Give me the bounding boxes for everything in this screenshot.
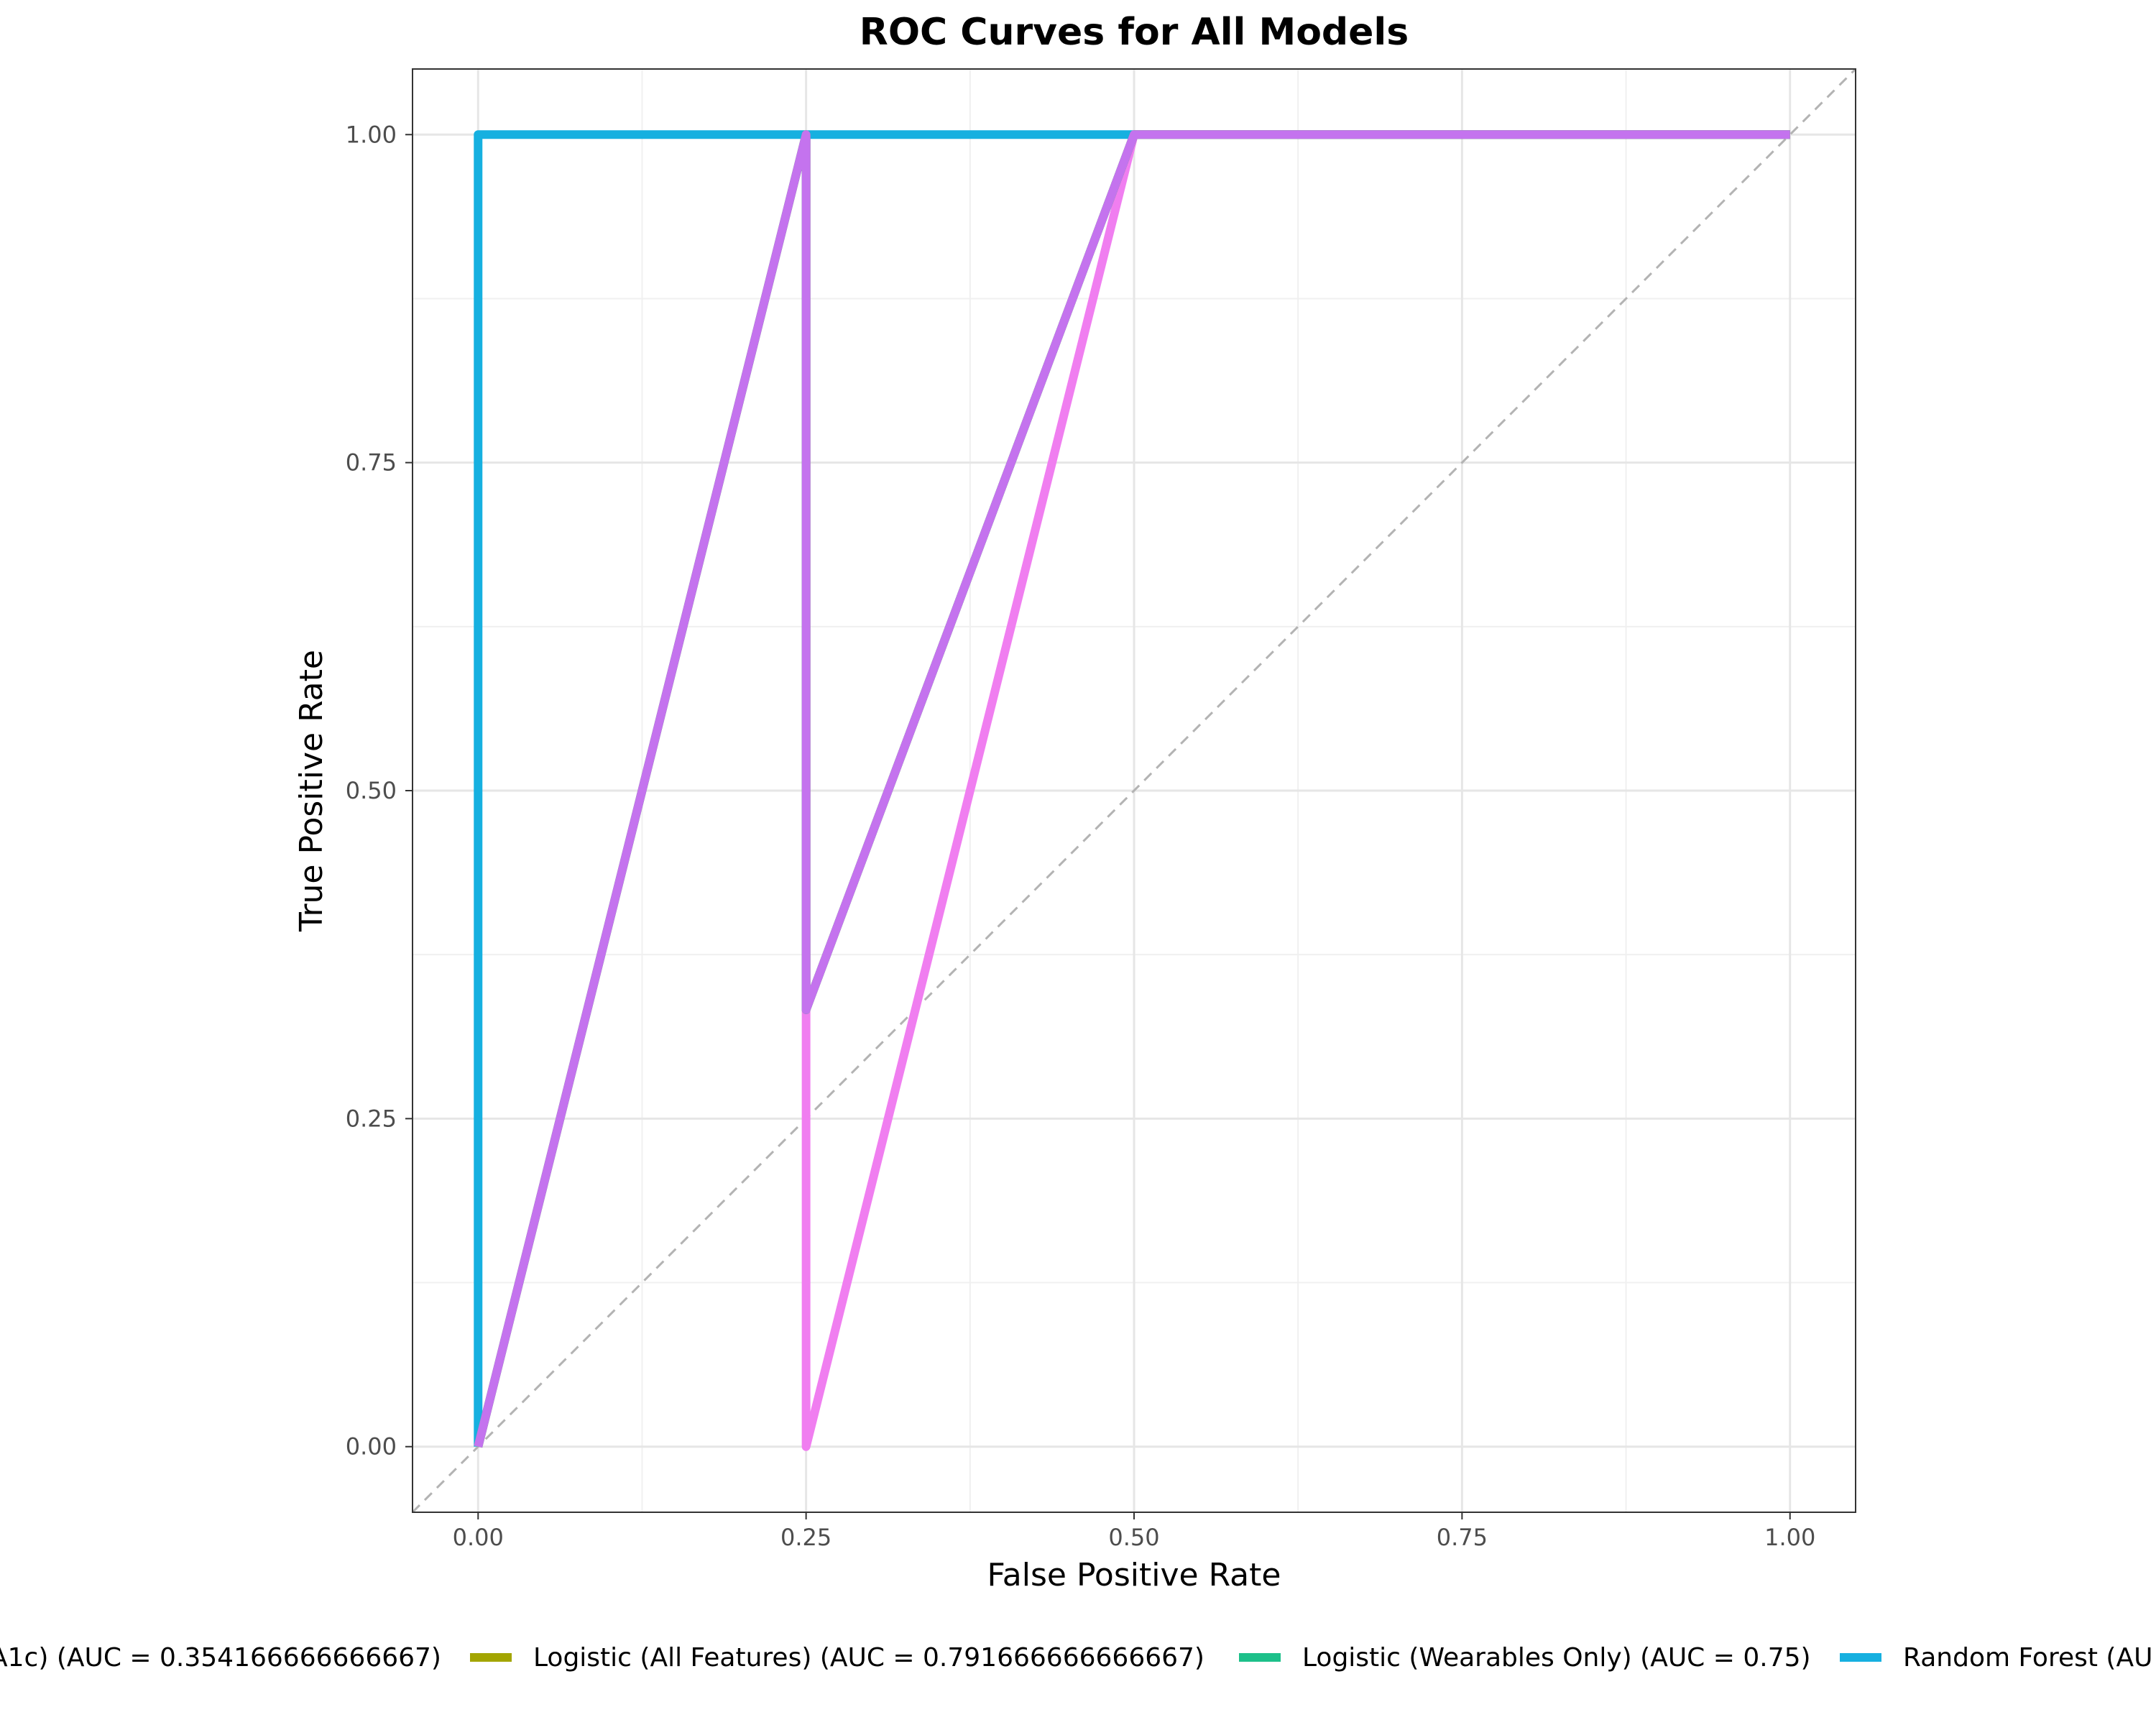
x-tick-label-1: 0.25: [780, 1524, 831, 1551]
y-tick-label-1: 0.25: [346, 1105, 397, 1132]
x-tick-label-4: 1.00: [1764, 1524, 1815, 1551]
series-line-4: [474, 130, 1790, 1448]
x-axis: 0.00 0.25 0.50 0.75 1.00: [453, 1512, 1815, 1551]
legend-label-0: A1c) (AUC = 0.354166666666667): [0, 1643, 441, 1673]
x-tick-label-3: 0.75: [1437, 1524, 1488, 1551]
legend-label-3: Random Forest (AU: [1903, 1643, 2152, 1673]
series-line-3: [474, 130, 1134, 1447]
y-axis: 0.00 0.25 0.50 0.75 1.00: [346, 121, 413, 1460]
x-axis-title: False Positive Rate: [987, 1557, 1281, 1593]
series-group: [474, 130, 1790, 1451]
x-tick-label-2: 0.50: [1108, 1524, 1159, 1551]
chart-title: ROC Curves for All Models: [860, 11, 1409, 54]
x-tick-label-0: 0.00: [453, 1524, 504, 1551]
y-tick-label-3: 0.75: [346, 449, 397, 477]
y-tick-label-0: 0.00: [346, 1433, 397, 1460]
y-axis-title: True Positive Rate: [293, 650, 330, 932]
y-tick-label-4: 1.00: [346, 121, 397, 148]
diagonal-reference-line: [411, 68, 1857, 1514]
legend-label-1: Logistic (All Features) (AUC = 0.7916666…: [533, 1643, 1204, 1673]
y-tick-label-2: 0.50: [346, 777, 397, 804]
plot-area: [411, 68, 1857, 1514]
legend: A1c) (AUC = 0.354166666666667) Logistic (…: [0, 1643, 2152, 1673]
legend-label-2: Logistic (Wearables Only) (AUC = 0.75): [1302, 1643, 1811, 1673]
